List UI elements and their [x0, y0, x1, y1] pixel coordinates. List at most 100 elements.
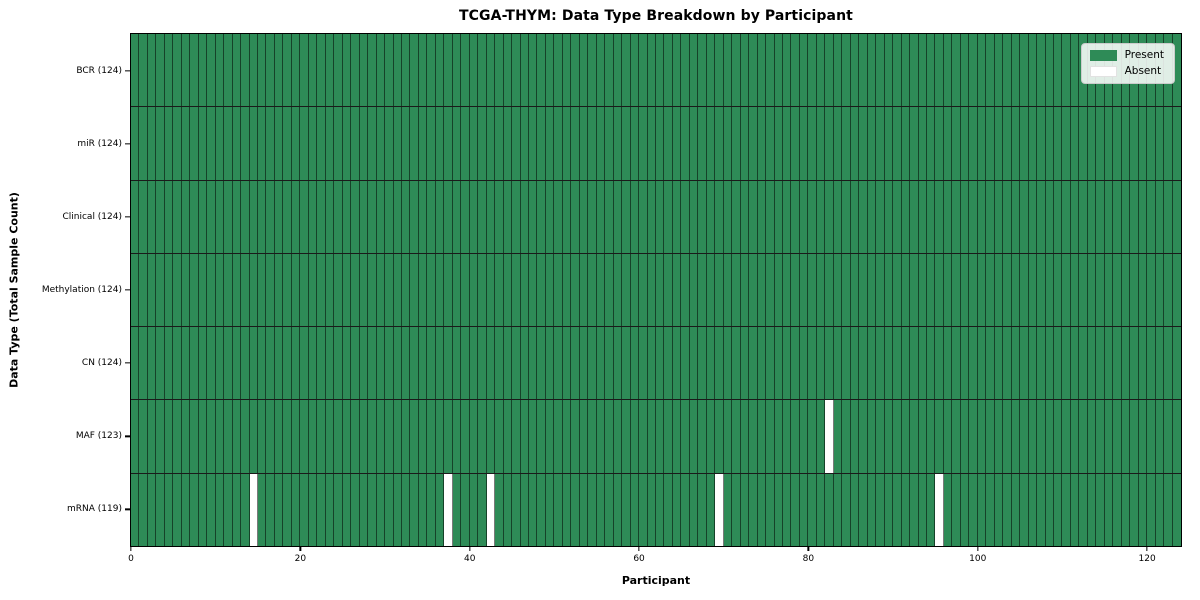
heatmap-cell: [300, 327, 309, 400]
heatmap-cell: [147, 34, 157, 107]
heatmap-cell: [952, 180, 961, 253]
heatmap-cell: [156, 473, 165, 546]
heatmap-cell: [266, 400, 275, 473]
heatmap-cell: [825, 327, 834, 400]
heatmap-cell: [359, 327, 369, 400]
heatmap-cell: [977, 327, 987, 400]
heatmap-cell: [816, 180, 826, 253]
heatmap-cell: [910, 327, 919, 400]
heatmap-cell: [1113, 327, 1122, 400]
heatmap-cell: [605, 473, 614, 546]
heatmap-cell: [740, 253, 750, 327]
heatmap-cell: [452, 400, 462, 473]
heatmap-cell: [478, 107, 487, 180]
heatmap-cell: [994, 180, 1004, 253]
heatmap-cell: [418, 180, 428, 253]
heatmap-cell: [969, 473, 978, 546]
heatmap-cell: [444, 107, 453, 180]
heatmap-cell: [469, 107, 479, 180]
heatmap-cell: [190, 473, 199, 546]
y-tick-mark: [125, 435, 130, 437]
heatmap-cell: [943, 180, 953, 253]
heatmap-cell: [571, 180, 580, 253]
heatmap-cell: [884, 400, 894, 473]
heatmap-cell: [884, 473, 894, 546]
heatmap-cell: [401, 253, 411, 327]
heatmap-cell: [528, 473, 538, 546]
heatmap-cell: [554, 327, 563, 400]
heatmap-cell: [486, 327, 496, 400]
heatmap-cell: [156, 180, 165, 253]
heatmap-cell: [588, 253, 597, 327]
heatmap-cell: [943, 34, 953, 107]
heatmap-cell: [1087, 107, 1097, 180]
heatmap-cell: [147, 400, 157, 473]
heatmap-cell: [986, 34, 995, 107]
heatmap-cell: [833, 253, 843, 327]
heatmap-cell: [833, 180, 843, 253]
heatmap-cell: [579, 327, 589, 400]
heatmap-cell: [893, 107, 902, 180]
heatmap-cell: [647, 327, 656, 400]
heatmap-cell: [893, 180, 902, 253]
heatmap-cell: [258, 473, 267, 546]
heatmap-cell: [554, 400, 563, 473]
heatmap-cell: [842, 473, 851, 546]
heatmap-cell: [630, 253, 640, 327]
heatmap-cell: [681, 473, 690, 546]
heatmap-cell: [520, 34, 529, 107]
heatmap-cell: [901, 253, 911, 327]
heatmap-cell: [164, 400, 174, 473]
heatmap-cell: [198, 180, 208, 253]
heatmap-cell: [994, 107, 1004, 180]
heatmap-cell: [291, 400, 301, 473]
heatmap-cell: [613, 327, 623, 400]
heatmap-cell: [512, 107, 521, 180]
heatmap-cell: [461, 400, 470, 473]
heatmap-cell: [816, 107, 826, 180]
heatmap-cell: [181, 400, 191, 473]
heatmap-cell: [960, 473, 970, 546]
heatmap-cell: [1053, 473, 1063, 546]
heatmap-cell: [926, 400, 936, 473]
heatmap-cell: [528, 327, 538, 400]
heatmap-cell: [427, 400, 436, 473]
heatmap-cell: [478, 253, 487, 327]
heatmap-cell: [1147, 327, 1156, 400]
x-tick-mark: [1146, 547, 1148, 551]
heatmap-cell: [1020, 180, 1029, 253]
heatmap-cell: [605, 327, 614, 400]
heatmap-cell: [613, 473, 623, 546]
heatmap-cell: [1053, 180, 1063, 253]
heatmap-cell: [656, 107, 665, 180]
heatmap-cell: [495, 473, 504, 546]
heatmap-cell: [554, 180, 563, 253]
heatmap-cell: [605, 34, 614, 107]
heatmap-cell: [207, 34, 216, 107]
heatmap-cell: [274, 400, 284, 473]
heatmap-cell: [418, 107, 428, 180]
heatmap-cell: [486, 34, 496, 107]
heatmap-cell: [672, 473, 682, 546]
y-tick-label: Clinical (124): [62, 211, 122, 222]
heatmap-cell: [977, 400, 987, 473]
heatmap-cell: [757, 400, 767, 473]
heatmap-cell: [342, 34, 352, 107]
heatmap-cell: [918, 180, 927, 253]
heatmap-cell: [562, 34, 572, 107]
heatmap-cell: [943, 473, 953, 546]
heatmap-cell: [918, 400, 927, 473]
heatmap-cell: [215, 253, 225, 327]
legend-absent-swatch: [1089, 66, 1117, 77]
heatmap-cell: [545, 34, 555, 107]
heatmap-cell: [1113, 253, 1122, 327]
heatmap-cell: [766, 34, 775, 107]
heatmap-cell: [859, 253, 868, 327]
heatmap-cell: [545, 180, 555, 253]
heatmap-cell: [512, 400, 521, 473]
x-tick-mark: [977, 547, 979, 551]
heatmap-cell: [1070, 400, 1080, 473]
heatmap-cell: [139, 327, 148, 400]
heatmap-cell: [241, 327, 250, 400]
heatmap-cell: [952, 473, 961, 546]
